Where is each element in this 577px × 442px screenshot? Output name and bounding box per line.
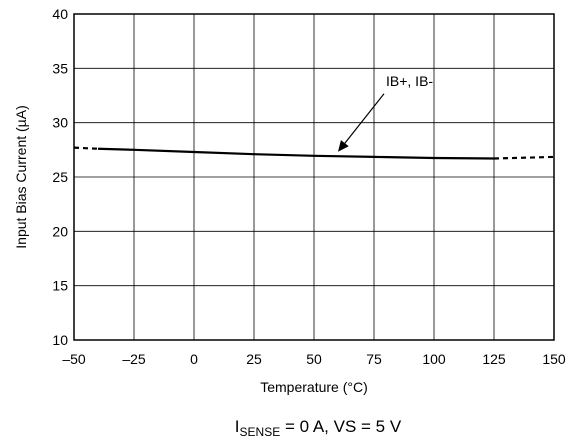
series-line-dashed	[493, 155, 555, 160]
y-tick-label: 25	[52, 169, 68, 185]
y-tick-label: 30	[52, 115, 68, 131]
annotation-arrow-head	[338, 140, 349, 152]
series-line-dashed	[73, 146, 99, 150]
y-tick-label: 40	[52, 6, 68, 22]
caption-rest: = 0 A, VS = 5 V	[280, 417, 402, 436]
x-tick-label: 0	[190, 351, 198, 367]
annotation-label: IB+, IB-	[386, 73, 433, 89]
y-tick-labels: 10 15 20 25 30 35 40	[52, 6, 68, 348]
y-tick-label: 20	[52, 223, 68, 239]
x-tick-labels: –50 –25 0 25 50 75 100 125 150	[62, 351, 566, 367]
series-layer	[73, 146, 555, 160]
plot-frame	[73, 13, 555, 341]
y-tick-label: 10	[52, 332, 68, 348]
y-axis-title: Input Bias Current (µA)	[13, 105, 29, 248]
x-tick-label: 100	[422, 351, 446, 367]
grid	[73, 13, 555, 341]
x-tick-label: –50	[62, 351, 86, 367]
x-tick-label: 50	[306, 351, 322, 367]
x-tick-label: –25	[122, 351, 146, 367]
x-tick-label: 150	[542, 351, 566, 367]
x-axis-title: Temperature (°C)	[260, 379, 368, 395]
caption-subscript: SENSE	[240, 425, 281, 439]
x-tick-label: 25	[246, 351, 262, 367]
y-tick-label: 35	[52, 60, 68, 76]
x-tick-label: 75	[366, 351, 382, 367]
caption-main: I	[235, 417, 240, 436]
chart-caption: ISENSE = 0 A, VS = 5 V	[235, 417, 402, 439]
series-annotation: IB+, IB-	[338, 73, 433, 152]
annotation-arrow-line	[344, 93, 385, 144]
x-tick-label: 125	[482, 351, 506, 367]
series-line-solid	[97, 147, 495, 160]
y-tick-label: 15	[52, 278, 68, 294]
